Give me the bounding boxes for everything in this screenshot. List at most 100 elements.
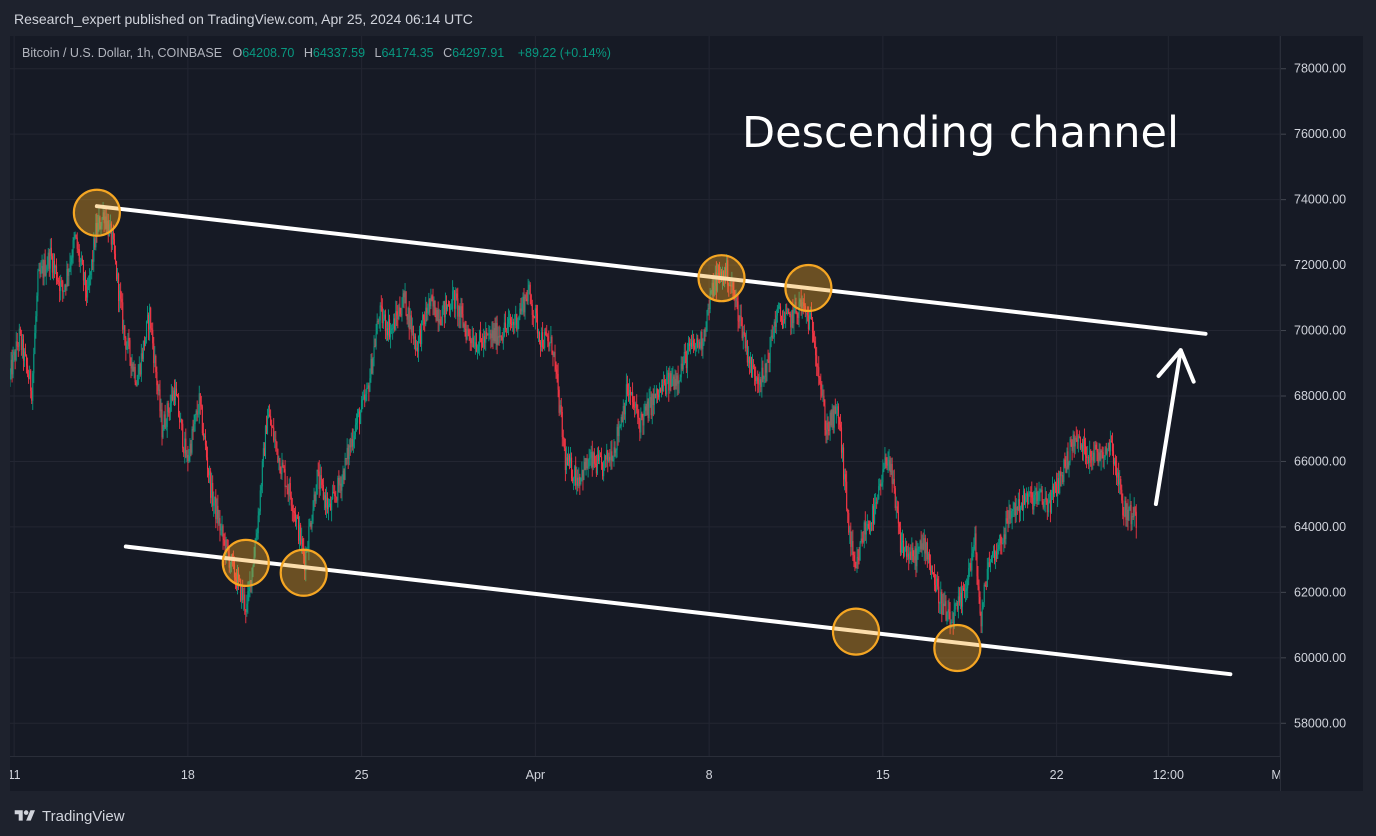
annotation-text[interactable]: Descending channel (742, 108, 1179, 158)
candle-body (203, 435, 205, 437)
chart-frame[interactable]: Bitcoin / U.S. Dollar, 1h, COINBASE O642… (8, 36, 1364, 792)
candle-body (205, 445, 208, 458)
candle-body (364, 394, 366, 401)
price-chart[interactable] (10, 36, 1280, 756)
candle-body (282, 462, 284, 468)
candle-body (443, 301, 445, 318)
candle-body (875, 502, 877, 505)
candle-body (885, 457, 887, 465)
candle-body (863, 522, 865, 542)
candle-body (450, 309, 452, 310)
candle-body (981, 608, 983, 627)
candle-body (406, 315, 408, 320)
candle-body (800, 299, 802, 308)
candle-body (52, 260, 54, 273)
candle-body (558, 389, 560, 413)
candle-body (440, 323, 442, 326)
candle-body (1107, 442, 1109, 449)
candle-body (793, 306, 795, 324)
candle-body (74, 234, 76, 239)
candle-body (67, 268, 69, 276)
candle-body (1091, 456, 1093, 461)
candle-body (301, 538, 303, 544)
candle-body (690, 342, 693, 347)
candle-body (734, 298, 736, 300)
candle-body (317, 469, 319, 472)
candle-body (716, 272, 718, 291)
candle-body (914, 548, 916, 561)
candle-body (635, 403, 637, 408)
tradingview-logo[interactable]: TradingView (12, 806, 125, 826)
candle-body (139, 364, 141, 375)
candle-body (924, 538, 926, 554)
candle-body (968, 567, 970, 580)
candle-body (724, 267, 726, 282)
candle-body (511, 323, 513, 326)
candle-body (919, 540, 921, 547)
candle-body (730, 284, 732, 287)
candle-body (1100, 450, 1102, 460)
candle-body (504, 322, 506, 329)
candle-body (288, 483, 290, 495)
candle-body (377, 321, 379, 323)
candle-body (727, 260, 729, 286)
candle-body (107, 220, 109, 237)
touch-marker (697, 254, 746, 303)
candle-body (412, 326, 414, 339)
candle-body (471, 337, 473, 344)
candle-body (901, 540, 904, 543)
candle-body (956, 602, 958, 610)
plot-area[interactable] (10, 36, 1280, 791)
candle-body (765, 363, 767, 373)
candle-body (739, 315, 741, 321)
candle-body (1015, 507, 1017, 516)
candle-body (76, 237, 78, 249)
candle-body (527, 289, 529, 302)
candle-body (645, 406, 647, 411)
candle-body (975, 533, 977, 554)
candle-body (969, 563, 971, 568)
candle-body (542, 332, 544, 348)
candle-body (421, 320, 423, 345)
candle-body (743, 331, 745, 336)
candle-body (327, 505, 330, 510)
candle-body (55, 266, 58, 280)
candle-body (1123, 515, 1125, 517)
candle-body (287, 489, 289, 495)
candles (10, 201, 1137, 635)
candle-body (507, 318, 510, 324)
candle-body (668, 372, 670, 391)
candle-body (1024, 490, 1026, 504)
candle-body (843, 447, 845, 480)
candle-body (36, 295, 38, 317)
candle-body (213, 502, 215, 506)
candle-body (270, 416, 272, 426)
candle-body (1003, 534, 1005, 543)
candle-body (849, 531, 851, 533)
candle-body (1030, 492, 1032, 493)
candle-body (810, 313, 813, 320)
candle-body (1079, 437, 1081, 449)
candle-body (604, 455, 606, 461)
price-axis[interactable]: 58000.00 60000.00 62000.00 64000.00 66000.00… (1280, 36, 1364, 791)
candle-body (251, 567, 253, 588)
symbol-label[interactable]: Bitcoin / U.S. Dollar, 1h, COINBASE (22, 46, 223, 60)
candle-body (888, 460, 890, 462)
candle-body (470, 339, 472, 344)
candle-body (676, 375, 678, 386)
candle-body (838, 418, 840, 425)
candle-body (257, 515, 259, 534)
time-axis[interactable]: 11 18 25 Apr 8 15 22 12:00 Ma (8, 756, 1289, 792)
candle-body (104, 216, 106, 224)
candle-body (1025, 496, 1027, 504)
candle-body (865, 530, 867, 535)
candle-body (437, 309, 439, 323)
candle-body (199, 393, 201, 405)
candle-body (813, 332, 815, 342)
touch-marker (831, 607, 881, 656)
candle-body (684, 352, 686, 353)
candle-body (321, 479, 323, 485)
candle-body (821, 389, 823, 396)
candle-body (181, 418, 183, 424)
candle-body (1060, 471, 1062, 477)
